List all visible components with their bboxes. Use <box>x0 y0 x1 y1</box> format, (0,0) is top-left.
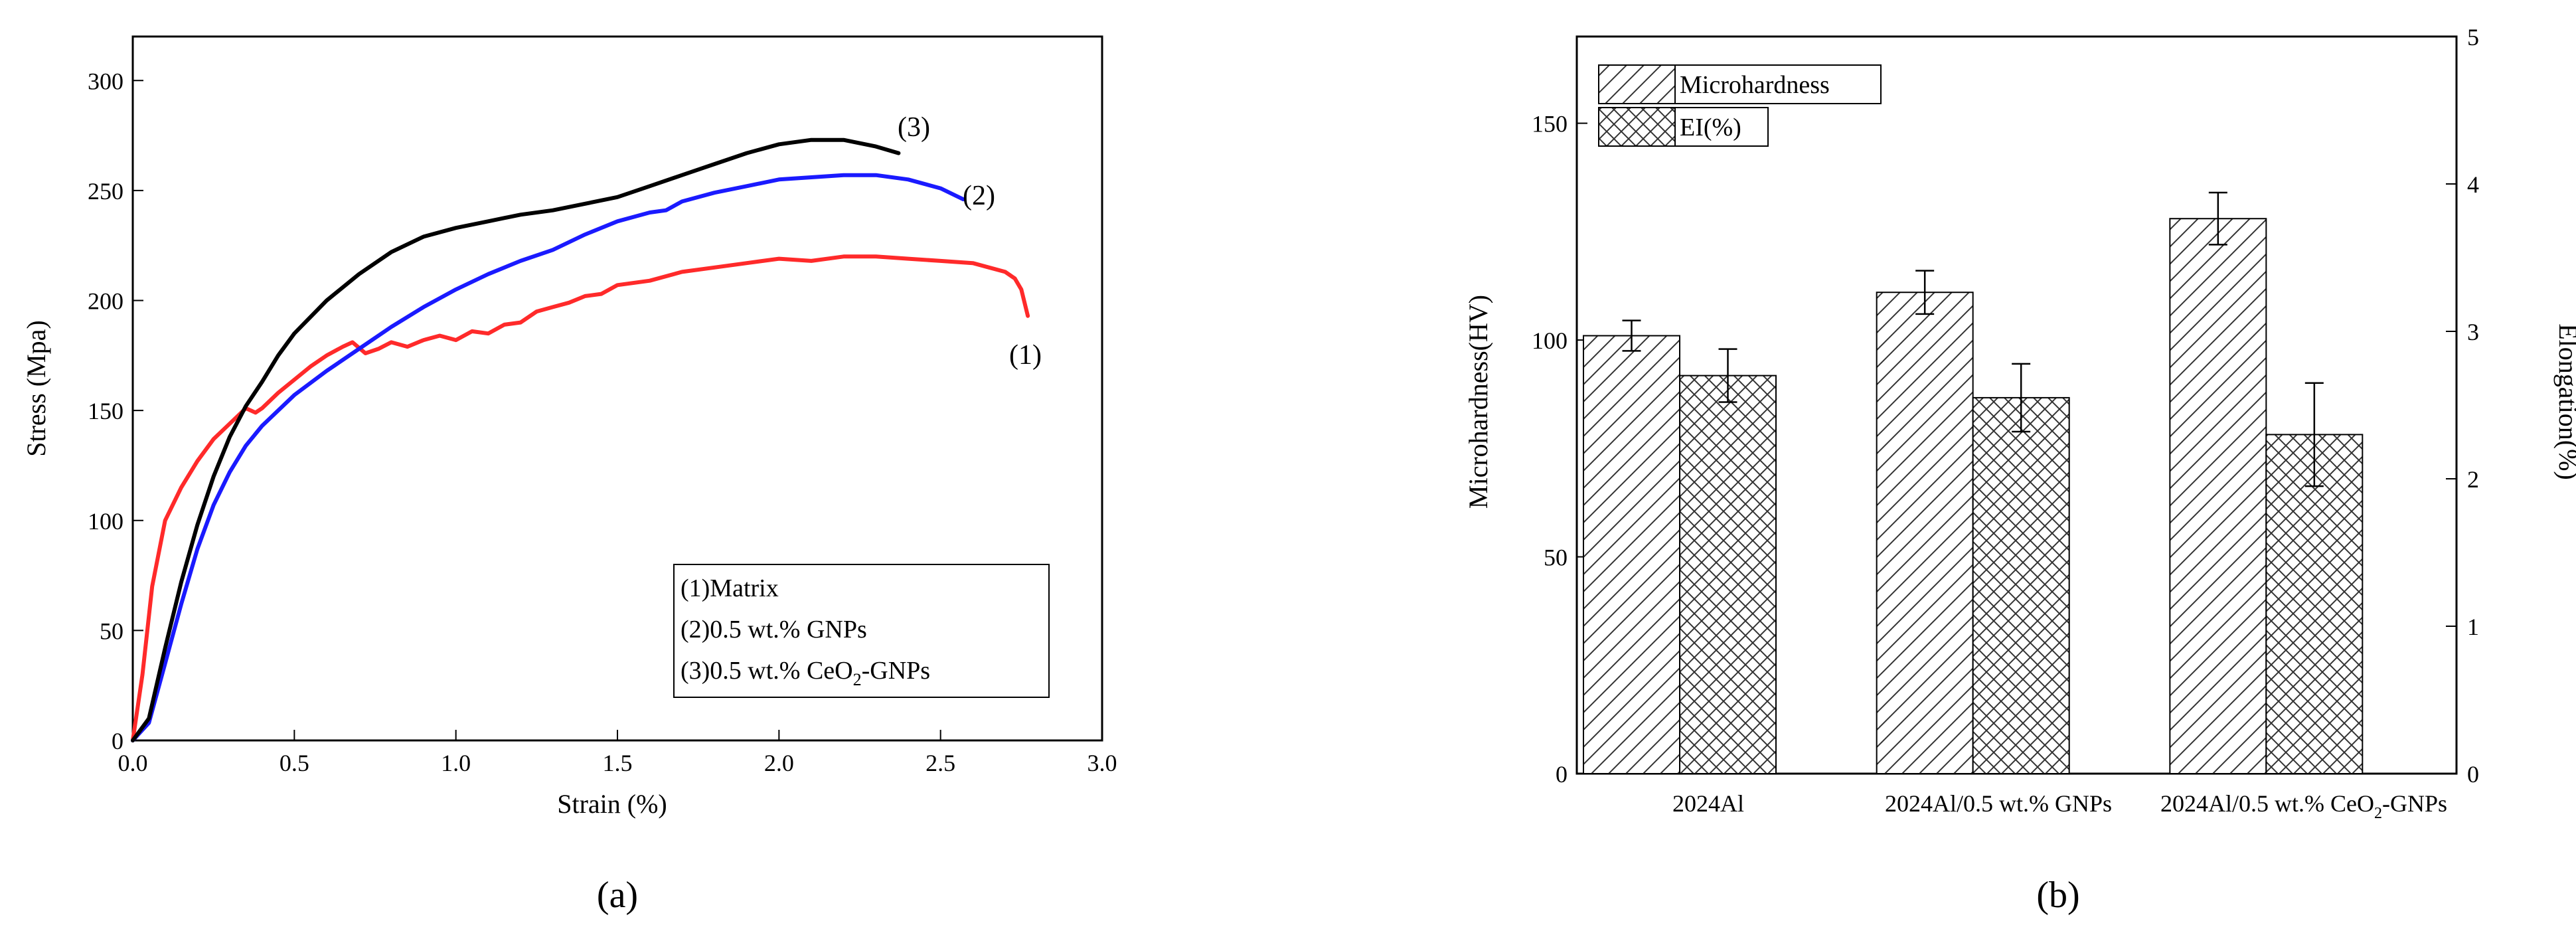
x-tick-label-a: 0.0 <box>118 750 148 776</box>
bar-microhardness <box>1583 335 1680 774</box>
y-tick-label-a: 0 <box>112 728 123 754</box>
x-tick-label-a: 3.0 <box>1087 750 1117 776</box>
y-axis-label-b: Microhardness(HV) <box>1463 295 1493 509</box>
legend-swatch-microhardness <box>1598 64 1676 104</box>
x-tick-label-a: 1.0 <box>441 750 471 776</box>
y-tick-label-a: 250 <box>88 178 123 205</box>
series-lines <box>131 137 1030 742</box>
category-label-gnps: 2024Al/0.5 wt.% GNPs <box>1885 790 2112 817</box>
y2-tick-label-b: 5 <box>2467 24 2479 50</box>
line-gnps <box>131 173 965 742</box>
line-ceo2-gnps <box>131 137 901 742</box>
legend-entry-ceo2-gnps: (3)0.5 wt.% CeO2-GNPs <box>681 657 930 689</box>
error-bar-elongation <box>2304 382 2324 487</box>
microhardness-chart: 0 50 100 150 0 1 2 3 4 5 Microhardness(HV) Elonga… <box>1463 24 2576 916</box>
y-tick-label-b: 100 <box>1532 327 1568 354</box>
error-bar-microhardness <box>1915 270 1935 315</box>
y-axis-label-a: Stress (Mpa) <box>21 320 51 457</box>
y2-axis-label-b: Elongation(%) <box>2553 323 2576 480</box>
curve-label-2: (2) <box>963 181 995 211</box>
bar-microhardness <box>2169 218 2267 774</box>
y-tick-label-a: 300 <box>88 68 123 94</box>
y2-tick-label-b: 1 <box>2467 614 2479 640</box>
y-tick-label-b: 50 <box>1544 545 1568 571</box>
bar-elongation <box>2265 434 2364 775</box>
stress-strain-chart: 0.0 0.5 1.0 1.5 2.0 2.5 3.0050100150200250300 … <box>21 35 1117 916</box>
panel-label-b: (b) <box>2036 875 2079 916</box>
category-label-ceo2-gnps: 2024Al/0.5 wt.% CeO2-GNPs <box>2160 790 2447 822</box>
x-axis-label-a: Strain (%) <box>557 789 667 819</box>
panel-label-a: (a) <box>597 875 638 916</box>
x-tick-label-a: 1.5 <box>603 750 633 776</box>
x-tick-label-a: 2.5 <box>926 750 955 776</box>
y-tick-label-a: 150 <box>88 398 123 424</box>
y-tick-label-a: 100 <box>88 508 123 535</box>
y2-tick-label-b: 2 <box>2467 466 2479 493</box>
category-label-ceo2-sub: 2 <box>2374 805 2382 822</box>
bar-elongation <box>1679 375 1777 774</box>
category-labels: 2024Al 2024Al/0.5 wt.% GNPs 2024Al/0.5 w… <box>1672 790 2447 822</box>
curve-label-3: (3) <box>898 112 930 143</box>
category-label-ceo2-main: 2024Al/0.5 wt.% CeO <box>2160 790 2374 817</box>
legend-entry-ceo2-main: (3)0.5 wt.% CeO <box>681 657 853 685</box>
legend-entry-ceo2-sub: 2 <box>853 670 862 689</box>
legend-b: Microhardness EI(%) <box>1598 64 1882 147</box>
axis-ticks-b: 0 50 100 150 0 1 2 3 4 5 <box>1532 24 2479 788</box>
legend-entry-gnps: (2)0.5 wt.% GNPs <box>681 616 867 643</box>
bar-microhardness <box>1876 292 1974 774</box>
legend-a: (1)Matrix (2)0.5 wt.% GNPs (3)0.5 wt.% C… <box>673 564 1050 698</box>
legend-entry-elongation: EI(%) <box>1680 114 1741 141</box>
legend-entry-matrix: (1)Matrix <box>681 574 779 602</box>
x-tick-label-a: 2.0 <box>764 750 794 776</box>
legend-entry-microhardness: Microhardness <box>1680 71 1830 99</box>
y2-tick-label-b: 4 <box>2467 171 2479 198</box>
line-matrix <box>131 254 1030 742</box>
y2-tick-label-b: 3 <box>2467 319 2479 345</box>
error-bar-microhardness <box>2208 191 2227 246</box>
error-bar-elongation <box>1718 348 1737 403</box>
bars <box>1583 191 2364 775</box>
y-tick-label-a: 200 <box>88 288 123 315</box>
legend-swatch-elongation <box>1598 107 1676 147</box>
y-tick-label-b: 150 <box>1532 111 1568 137</box>
x-tick-label-a: 0.5 <box>280 750 309 776</box>
legend-text-box-elongation <box>1674 107 1769 147</box>
y-tick-label-a: 50 <box>100 618 123 644</box>
legend-box-a <box>673 564 1050 698</box>
error-bar-microhardness <box>1622 319 1641 352</box>
bar-elongation <box>1972 396 2070 774</box>
axis-ticks-a: 0.0 0.5 1.0 1.5 2.0 2.5 3.0 0 50 100 150 200 250 300 <box>88 68 1117 776</box>
y-tick-label-b: 0 <box>1556 761 1568 788</box>
category-label-2024al: 2024Al <box>1672 790 1744 817</box>
error-bar-elongation <box>2012 363 2031 433</box>
curve-label-1: (1) <box>1009 340 1042 371</box>
legend-text-box-microhardness <box>1674 64 1882 104</box>
category-label-ceo2-suffix: -GNPs <box>2382 790 2447 817</box>
legend-entry-ceo2-suffix: -GNPs <box>862 657 930 685</box>
y2-tick-label-b: 0 <box>2467 761 2479 788</box>
